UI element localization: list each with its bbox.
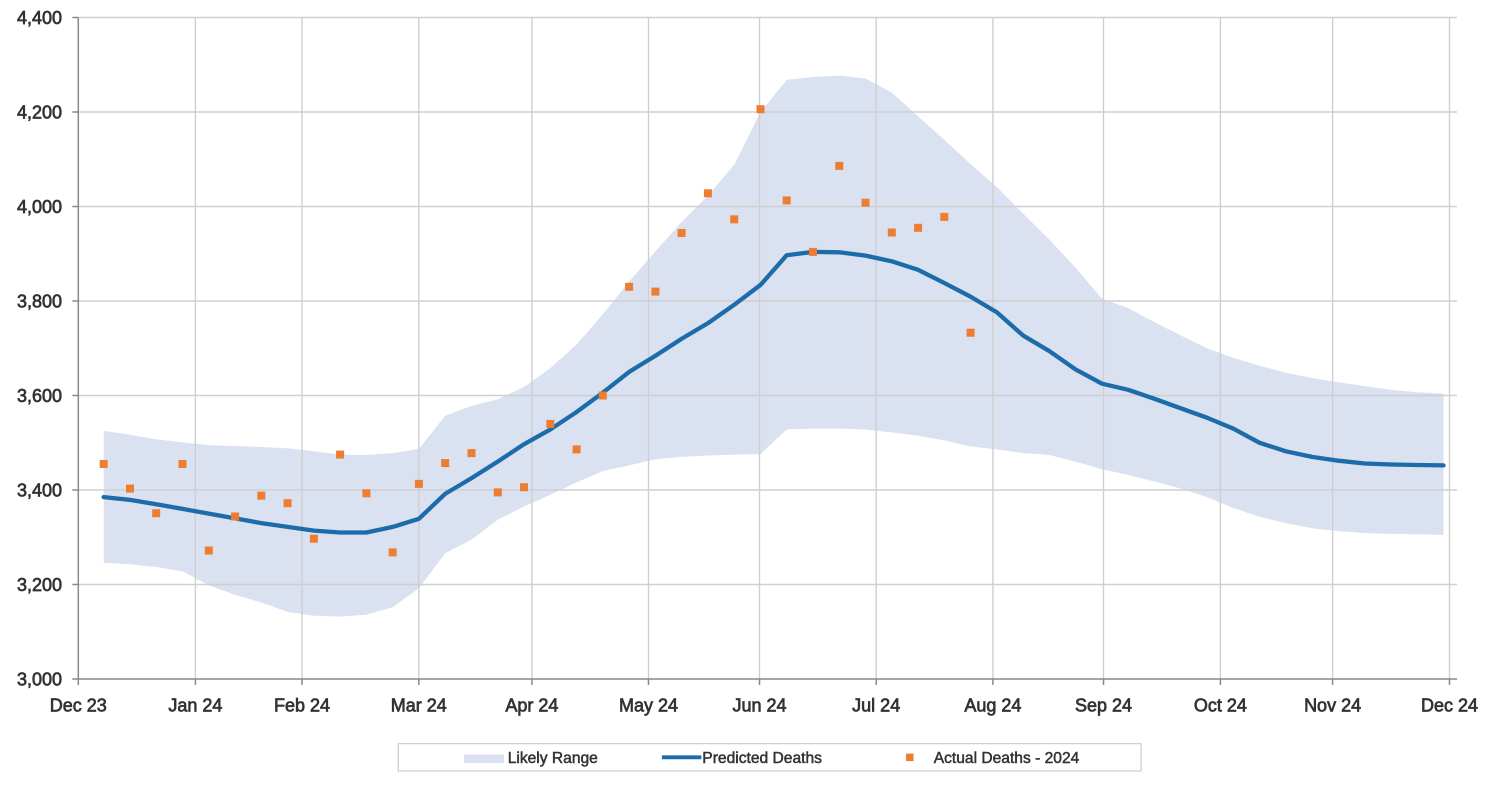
- svg-text:Dec 24: Dec 24: [1421, 696, 1478, 716]
- svg-text:4,400: 4,400: [17, 8, 62, 28]
- svg-text:Jul 24: Jul 24: [852, 696, 900, 716]
- svg-text:Mar 24: Mar 24: [391, 696, 447, 716]
- svg-text:3,400: 3,400: [17, 480, 62, 500]
- svg-text:Likely Range: Likely Range: [508, 750, 598, 767]
- svg-text:May 24: May 24: [619, 696, 678, 716]
- svg-text:Dec 23: Dec 23: [50, 696, 107, 716]
- svg-text:3,600: 3,600: [17, 386, 62, 406]
- svg-text:3,000: 3,000: [17, 669, 62, 689]
- svg-text:Predicted Deaths: Predicted Deaths: [702, 750, 822, 767]
- svg-text:Feb 24: Feb 24: [274, 696, 330, 716]
- svg-text:Oct 24: Oct 24: [1194, 696, 1247, 716]
- svg-text:4,200: 4,200: [17, 102, 62, 122]
- svg-text:4,000: 4,000: [17, 197, 62, 217]
- svg-text:3,800: 3,800: [17, 291, 62, 311]
- svg-text:Nov 24: Nov 24: [1304, 696, 1361, 716]
- svg-text:3,200: 3,200: [17, 575, 62, 595]
- svg-text:Actual Deaths - 2024: Actual Deaths - 2024: [934, 750, 1080, 767]
- svg-text:Sep 24: Sep 24: [1075, 696, 1132, 716]
- svg-text:Jan 24: Jan 24: [168, 696, 222, 716]
- svg-text:Apr 24: Apr 24: [505, 696, 558, 716]
- svg-text:Jun 24: Jun 24: [732, 696, 786, 716]
- svg-text:Aug 24: Aug 24: [964, 696, 1021, 716]
